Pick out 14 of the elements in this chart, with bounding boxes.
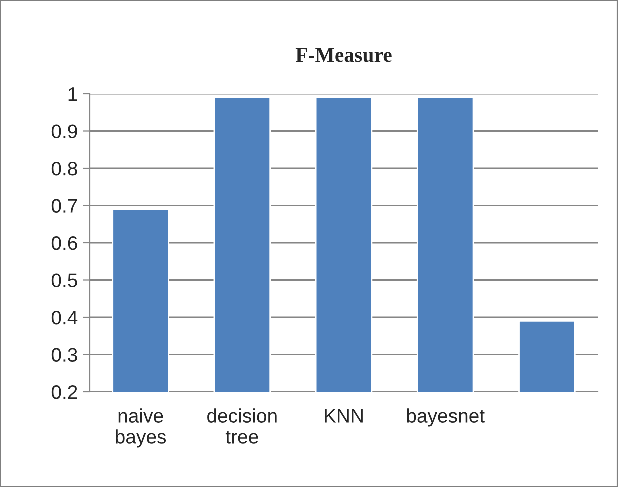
y-tick-label: 0.3: [52, 348, 78, 362]
x-tick-label: bayesnet: [407, 408, 485, 427]
x-tick-label: decision tree: [208, 408, 277, 444]
y-tick-label: 0.8: [52, 162, 78, 176]
y-tick-label: 0.2: [52, 385, 78, 400]
chart-title: F-Measure: [296, 48, 392, 62]
y-tick-label: 0.4: [52, 310, 78, 325]
y-tick-label: 0.5: [52, 274, 78, 288]
y-tick-label: 0.9: [52, 124, 78, 138]
x-tick-label: KNN: [325, 409, 363, 423]
x-tick-label: naive bayes: [116, 408, 166, 448]
y-tick-label: 1: [68, 88, 78, 102]
y-tick-label: 0.7: [52, 199, 78, 213]
y-tick-label: 0.6: [52, 236, 78, 250]
